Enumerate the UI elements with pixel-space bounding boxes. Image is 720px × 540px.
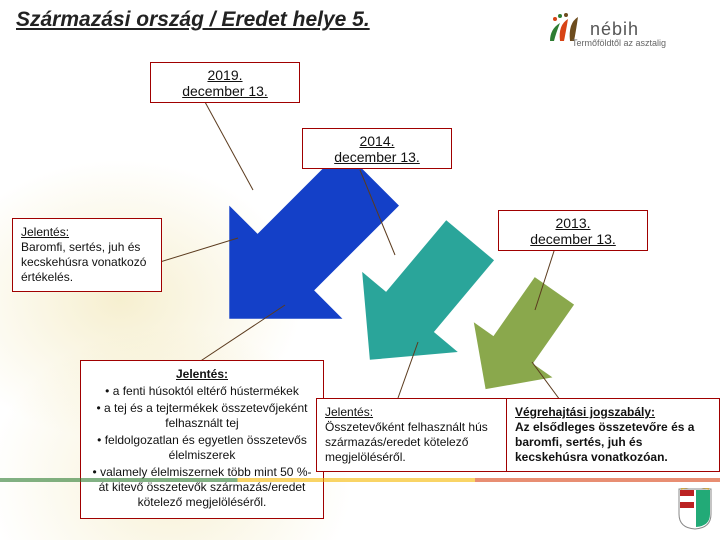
info-body: Az elsődleges összetevőre és a baromfi, … [515,420,694,464]
info-heading: Végrehajtási jogszabály: [515,405,655,419]
info-box-bottom-mid: Jelentés: Összetevőként felhasznált hús … [316,398,514,472]
info-box-bottom-right: Végrehajtási jogszabály: Az elsődleges ö… [506,398,720,472]
info-body: Összetevőként felhasznált hús származás/… [325,420,488,464]
info-heading: Jelentés: [21,225,69,239]
date-box-2013: 2013. december 13. [498,210,648,251]
info-heading: Jelentés: [325,405,373,419]
slide: Származási ország / Eredet helye 5. nébi… [0,0,720,540]
date-box-2014: 2014. december 13. [302,128,452,169]
nebih-logo-text: nébih [590,19,639,40]
info-list-item: a fenti húsoktól eltérő hústermékek [89,384,315,399]
info-list-item: a tej és a tejtermékek összetevőjeként f… [89,401,315,431]
nebih-logo-subtitle: Termőföldtől az asztalig [572,38,666,48]
date-line1: 2013. [555,215,590,231]
info-body: Baromfi, sertés, juh és kecskehúsra vona… [21,240,146,284]
date-line1: 2014. [359,133,394,149]
page-title: Származási ország / Eredet helye 5. [16,8,370,32]
info-list-item: feldolgozatlan és egyetlen összetevős él… [89,433,315,463]
date-line1: 2019. [207,67,242,83]
info-list-item: valamely élelmiszernek több mint 50 %-át… [89,465,315,510]
info-box-left: Jelentés: Baromfi, sertés, juh és kecske… [12,218,162,292]
info-heading: Jelentés: [89,367,315,382]
footer-stripe [0,478,720,482]
date-line2: december 13. [334,149,420,165]
date-box-2019: 2019. december 13. [150,62,300,103]
coat-of-arms-icon [678,488,712,530]
info-list: a fenti húsoktól eltérő hústermékek a tej… [89,384,315,510]
date-line2: december 13. [182,83,268,99]
info-box-bottom-left: Jelentés: a fenti húsoktól eltérő húster… [80,360,324,519]
date-line2: december 13. [530,231,616,247]
